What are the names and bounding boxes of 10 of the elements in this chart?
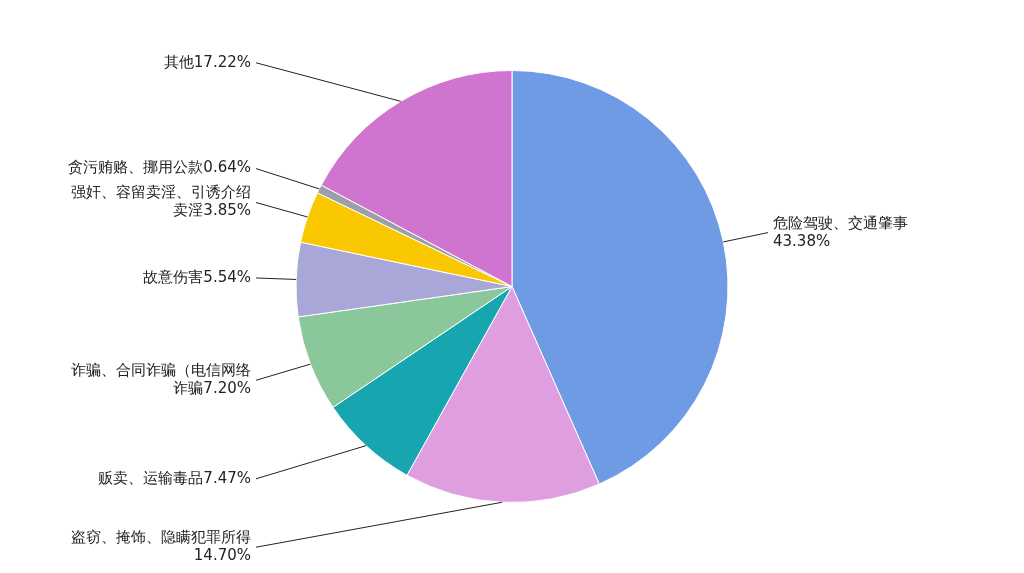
slice-label: 盗窃、掩饰、隐瞒犯罪所得 — [71, 528, 251, 547]
slice-label: 贩卖、运输毒品7.47% — [98, 468, 251, 487]
slice-label: 故意伤害5.54% — [143, 267, 251, 286]
data-label: 14.70% — [193, 546, 251, 565]
slice-label: 贪污贿赂、挪用公款0.64% — [68, 158, 251, 177]
data-label: 43.38% — [773, 231, 831, 250]
slice-label: 其他17.22% — [163, 52, 251, 71]
slice-label: 强奸、容留卖淫、引诱介绍卖淫3.85% — [71, 183, 251, 220]
slice-label: 诈骗、合同诈骗（电信网络诈骗7.20% — [71, 361, 251, 398]
slice-label: 危险驾驶、交通肇事 — [773, 213, 908, 232]
